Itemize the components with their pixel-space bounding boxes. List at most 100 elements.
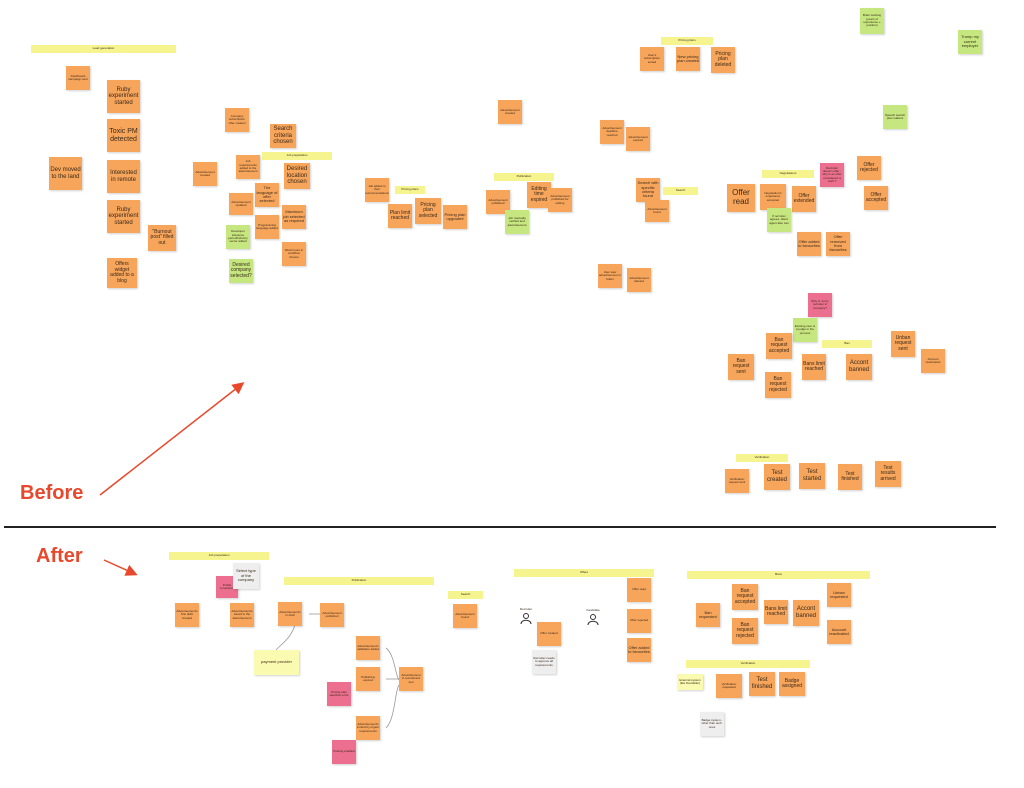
note-text: Recruiter needs to approve all requireme…	[533, 656, 555, 667]
sticky-note: Desired location chosen	[284, 163, 310, 189]
note-text: Desired location chosen	[286, 166, 308, 186]
note-text: Company subscription offer created	[228, 114, 246, 125]
sticky-note: Dev moved to the land	[49, 157, 82, 190]
note-text: Job added to their recommendations	[365, 184, 389, 195]
sticky-note: Ban request rejected	[765, 372, 791, 398]
sticky-note: Advertisement's first draft created	[175, 603, 199, 627]
sticky-note: Offer rejected	[857, 156, 881, 180]
note-text: Accont banned	[795, 606, 817, 619]
sticky-note: Test finished	[749, 672, 775, 696]
sticky-note: Job added to their recommendations	[365, 178, 389, 202]
sticky-note: Advertisement updated	[229, 193, 253, 215]
sticky-note: Advertisement in recruitment tool	[399, 667, 423, 691]
note-text: Why is 'sorry' recruiter in company?	[811, 299, 829, 310]
note-text: Speech search plan matters	[884, 112, 905, 120]
note-text: New pricing plan created	[677, 53, 700, 63]
sticky-note: Recruiter doesn't offer - why is an offe…	[820, 163, 844, 187]
note-text: Advertisement's invited by urgent requir…	[357, 722, 380, 733]
after-arrow	[103, 559, 138, 576]
note-text: Ban request accepted	[734, 587, 756, 605]
sticky-note: Company subscription offer created	[225, 108, 249, 132]
note-text: Search with specific criteria found	[637, 180, 659, 199]
note-text: Verification	[740, 661, 756, 666]
sticky-note: Offer added to favourites	[627, 638, 651, 662]
sticky-note: Badge system - other than tech. ones	[700, 712, 724, 736]
note-text: Existing user is a judge in the process	[794, 324, 816, 335]
note-text: Job requirements added to the advertisem…	[238, 159, 258, 174]
sticky-note: Test results arrived	[875, 461, 901, 487]
note-text: Maximum job selected as required	[283, 209, 305, 224]
note-text: User saw advertisement in folder	[599, 270, 622, 281]
note-text: Select type of the company	[236, 568, 256, 583]
sticky-note: Desired company selected?	[229, 259, 253, 283]
section-label: Publication	[494, 173, 554, 181]
sticky-note: Brain working (years of experience + pos…	[860, 8, 884, 34]
note-text: Advertisement created	[500, 107, 520, 115]
note-text: Test created	[766, 470, 787, 483]
note-text: Developer tolerance period/industry sect…	[228, 229, 248, 244]
note-text: Brain working (years of experience + pos…	[862, 13, 882, 28]
sticky-note: Recruiter	[517, 603, 535, 629]
note-text: Trump my current employer	[961, 34, 979, 49]
sticky-note: Accont banned	[846, 354, 872, 380]
note-text: Pricing plans	[678, 38, 696, 43]
sticky-note: Ban requested	[696, 603, 720, 627]
sticky-note: Test created	[764, 464, 790, 490]
sticky-note: Advertisement's validation added	[356, 636, 380, 660]
note-text: Search criteria chosen	[273, 126, 293, 146]
note-text: Dev moved to the land	[50, 166, 81, 180]
note-text: Advertisement's validation added	[357, 643, 379, 651]
sticky-note: Speech search plan matters	[883, 105, 907, 129]
sticky-note: Dashboard campaign sent	[66, 66, 90, 90]
note-text: Recruiter	[519, 607, 533, 612]
sticky-note: Toxic PM detected	[107, 119, 140, 152]
note-text: Offer created	[540, 631, 558, 636]
section-label: Bans	[687, 571, 870, 579]
note-text: Account reactivated	[829, 626, 849, 636]
sticky-note: Negotiation's experience accepted	[760, 184, 786, 210]
note-text: Publication	[351, 578, 367, 583]
sticky-note: Offer read	[727, 184, 755, 212]
sticky-note: Ban request rejected	[732, 618, 758, 644]
note-text: Unban request sent	[894, 334, 912, 352]
sticky-note: Candidate	[583, 604, 603, 630]
sticky-note: Ban request sent	[728, 354, 754, 380]
section-label: Verification	[686, 660, 810, 668]
sticky-note: Account reactivated	[827, 620, 851, 644]
sticky-note: Pricing plan upgraded	[443, 205, 467, 229]
sticky-note: Advertisement's in draft	[278, 602, 302, 626]
sticky-note: Pricing plan selection error	[327, 682, 351, 706]
note-text: Offers	[579, 570, 589, 575]
note-text: Advertisement published	[488, 197, 508, 205]
note-text: Search	[460, 592, 471, 597]
section-label: Job preparation	[262, 152, 332, 160]
flow-lines	[275, 613, 400, 729]
note-text: Advertisement published	[322, 610, 342, 618]
sticky-note: Pricing plan deleted	[711, 47, 735, 73]
note-text: payment provider	[261, 659, 292, 665]
note-text: Test results arrived	[880, 464, 896, 482]
note-text: Unban requested	[830, 589, 848, 599]
note-text: Advertisement deleted	[629, 275, 649, 283]
note-text: Pricing plan upgraded	[444, 211, 466, 221]
note-text: Ban request sent	[732, 357, 750, 375]
note-text: Offer rejected	[860, 161, 878, 173]
note-text: Offers widget added to a blog	[110, 261, 134, 284]
note-text: Bans limit reached	[765, 605, 787, 617]
note-text: "Burnout post" filled out	[150, 228, 174, 246]
section-label: Search	[448, 591, 483, 599]
section-label: Publication	[284, 577, 434, 585]
note-text: Account reactivated	[925, 356, 941, 364]
note-text: Publication	[516, 174, 532, 179]
note-text: Pricing plan selected	[418, 201, 438, 219]
note-text: Plan limit reached	[389, 209, 411, 221]
note-text: Job preparation	[208, 553, 230, 558]
sticky-note: Advertisement expired	[626, 127, 650, 151]
after-label: After	[36, 545, 83, 567]
note-text: Desired company selected?	[230, 261, 252, 279]
sticky-note: Test finished	[838, 464, 862, 490]
note-text: Editing time expired	[530, 185, 548, 203]
note-text: Advertisement deadline reached	[602, 126, 622, 137]
note-text: Ban request rejected	[769, 375, 787, 393]
note-text: Advertisement found	[455, 611, 475, 619]
